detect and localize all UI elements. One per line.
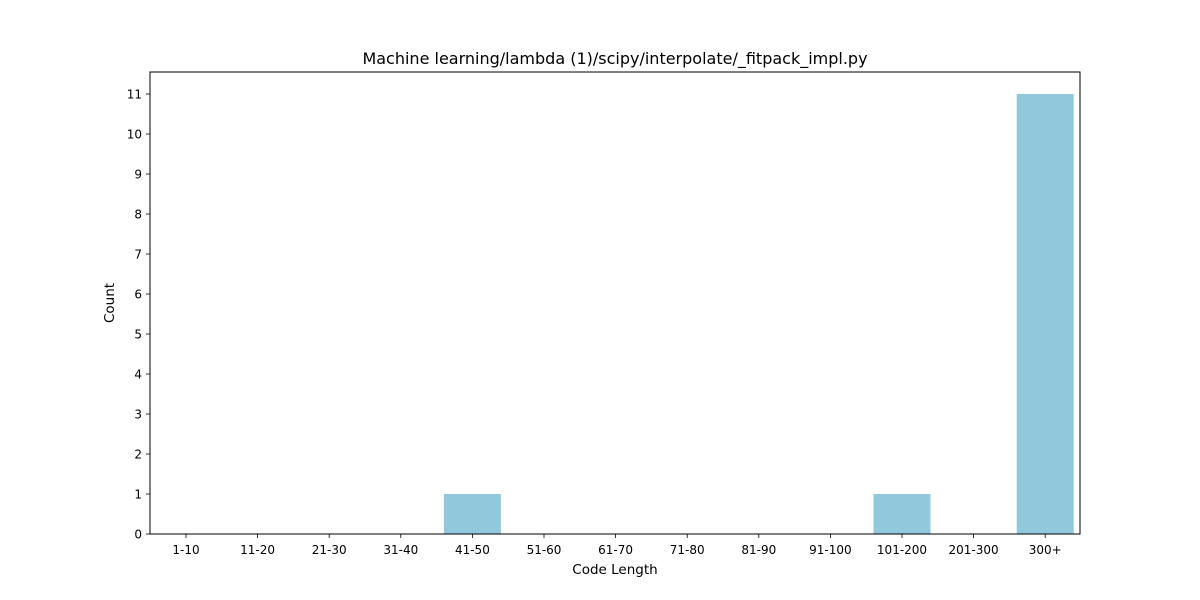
x-tick-label: 201-300	[949, 543, 999, 557]
x-tick-label: 21-30	[312, 543, 347, 557]
y-axis-ticks: 0 1 2 3 4 5 6 7 8 9 10 11	[127, 88, 150, 542]
bar-101-200	[873, 494, 931, 534]
x-tick-label: 61-70	[598, 543, 633, 557]
x-tick-label: 11-20	[240, 543, 275, 557]
x-tick-label: 91-100	[809, 543, 852, 557]
bars-group	[443, 94, 1074, 534]
y-tick-label: 0	[134, 528, 142, 542]
y-tick-label: 11	[127, 88, 142, 102]
y-tick-label: 4	[134, 368, 142, 382]
plot-frame	[149, 71, 1081, 535]
bar-300plus	[1016, 94, 1074, 534]
y-tick-label: 3	[134, 408, 142, 422]
x-tick-label: 71-80	[670, 543, 705, 557]
x-axis-ticks: 1-10 11-20 21-30 31-40 41-50 51-60 61-70 71-80 8…	[172, 534, 1062, 557]
x-tick-label: 51-60	[527, 543, 562, 557]
x-tick-label: 1-10	[172, 543, 199, 557]
x-tick-label: 300+	[1029, 543, 1062, 557]
y-tick-label: 7	[134, 248, 142, 262]
x-tick-label: 41-50	[455, 543, 490, 557]
y-tick-label: 2	[134, 448, 142, 462]
bar-41-50	[443, 494, 501, 534]
x-tick-label: 101-200	[877, 543, 927, 557]
x-axis-label: Code Length	[572, 562, 657, 578]
y-tick-label: 5	[134, 328, 142, 342]
chart-title: Machine learning/lambda (1)/scipy/interp…	[362, 49, 867, 69]
x-tick-label: 81-90	[741, 543, 776, 557]
x-tick-label: 31-40	[383, 543, 418, 557]
y-axis-label: Count	[102, 283, 118, 323]
y-tick-label: 6	[134, 288, 142, 302]
y-tick-label: 9	[134, 168, 142, 182]
y-tick-label: 1	[134, 488, 142, 502]
y-tick-label: 10	[127, 128, 142, 142]
y-tick-label: 8	[134, 208, 142, 222]
